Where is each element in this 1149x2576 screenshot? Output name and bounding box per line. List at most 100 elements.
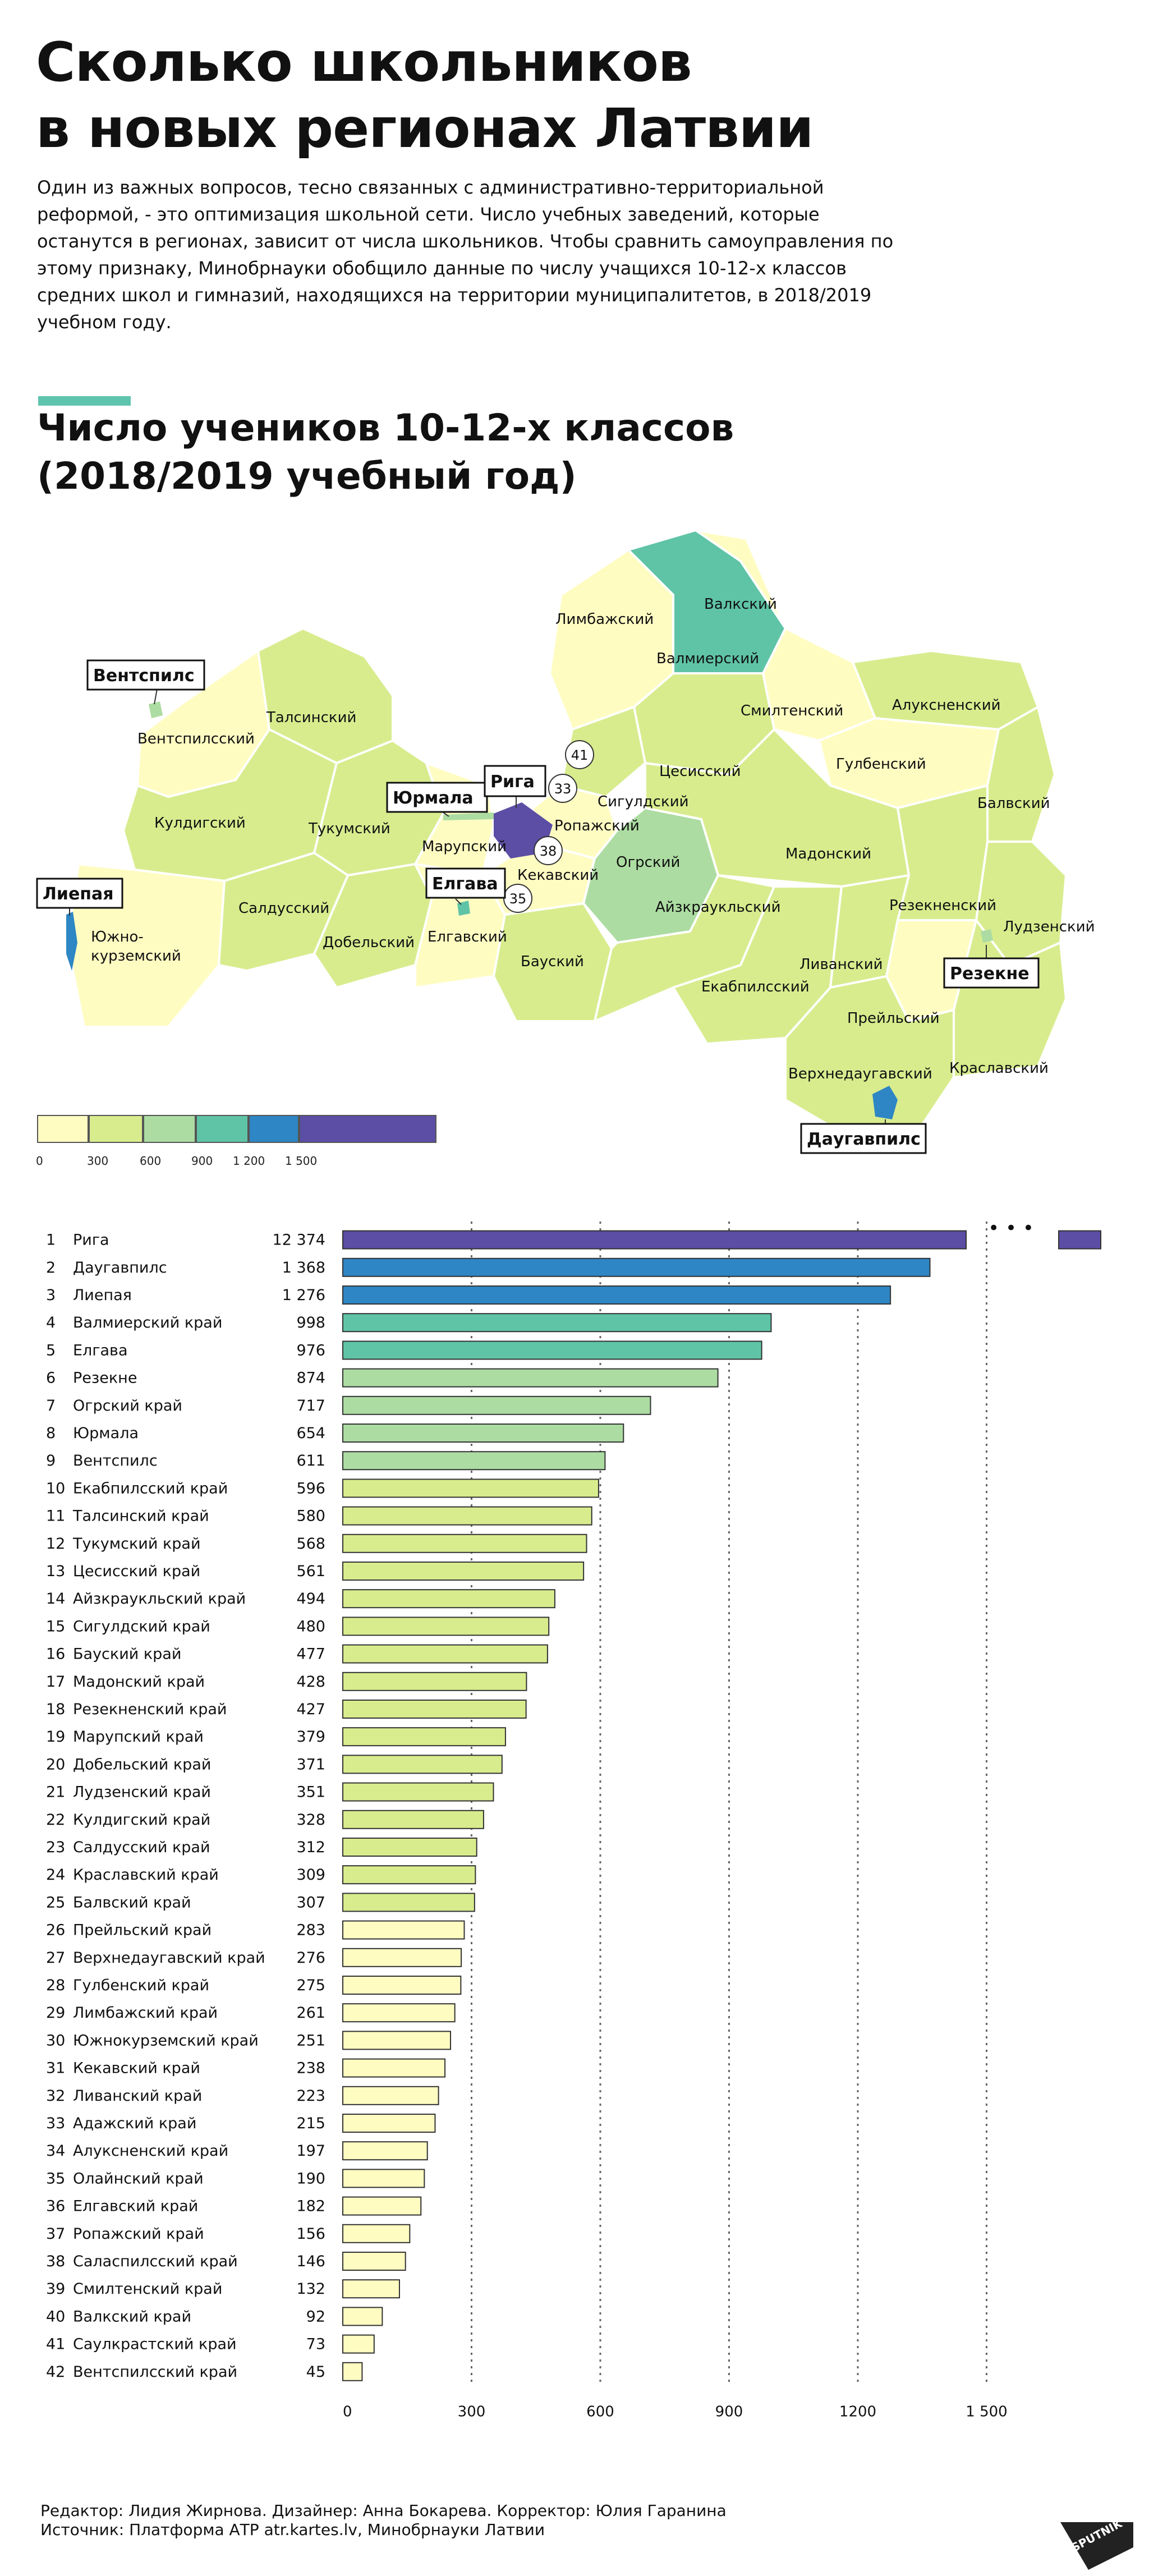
- bar-row: 15 Сигулдский край 480: [46, 1617, 550, 1636]
- marker-41-label: 41: [571, 747, 589, 763]
- marker-33-label: 33: [554, 781, 572, 797]
- bar-rank: 1: [46, 1232, 56, 1249]
- bar-category-label: Салдусский край: [73, 1839, 210, 1856]
- legend-swatch-1500: [299, 1115, 436, 1143]
- bar-overflow-cap: [1058, 1230, 1101, 1250]
- label-bauska: Бауский: [521, 953, 584, 970]
- bar-row: 18 Резекненский край 427: [46, 1700, 527, 1719]
- bar-rank: 19: [46, 1728, 65, 1746]
- bar: [342, 2031, 452, 2050]
- label-sigulda: Сигулдский: [598, 793, 689, 810]
- label-marupe: Марупский: [422, 838, 507, 855]
- bar: [342, 2279, 400, 2299]
- bar-category-label: Южнокурземский край: [73, 2032, 259, 2049]
- bar: [342, 1948, 462, 1967]
- legend-swatch-0: [37, 1115, 89, 1143]
- bar-category-label: Елгава: [73, 1342, 128, 1359]
- label-rezekne-kr: Резекненский: [889, 897, 996, 914]
- bar-row: 24 Краславский край 309: [46, 1865, 476, 1885]
- callout-daugavpils: [800, 1123, 927, 1154]
- main-title: Сколько школьников в новых регионах Латв…: [36, 29, 1102, 162]
- legend-tick-1200: 1 200: [233, 1154, 265, 1168]
- bar-rank: 39: [46, 2280, 65, 2298]
- main-title-line2: в новых регионах Латвии: [36, 97, 814, 160]
- bar-value-label: 309: [296, 1866, 325, 1884]
- credits-line1: Редактор: Лидия Жирнова. Дизайнер: Анна …: [40, 2501, 727, 2520]
- bar-rank: 32: [46, 2087, 65, 2105]
- legend-tick-0: 0: [36, 1154, 43, 1168]
- label-madona: Мадонский: [785, 846, 871, 862]
- latvia-map: Лимбажский Валкский Валмиерский Вентспил…: [36, 529, 1095, 1154]
- bar-category-label: Марупский край: [73, 1728, 204, 1746]
- bar: [342, 1727, 506, 1747]
- marker-41: [565, 740, 594, 769]
- bar-category-label: Лимбажский край: [73, 2004, 218, 2022]
- bar-row: 14 Айзкраукльский край 494: [46, 1589, 555, 1609]
- bar-rank: 9: [46, 1452, 56, 1470]
- bar: [342, 2141, 428, 2161]
- bar-rank: 5: [46, 1342, 56, 1359]
- bar: [342, 1617, 550, 1636]
- label-livani: Ливанский: [799, 956, 883, 973]
- bar-rank: 31: [46, 2060, 65, 2077]
- bar-category-label: Тукумский край: [72, 1535, 201, 1553]
- label-ventspils-kr: Вентспилсский: [137, 731, 255, 747]
- bar-category-label: Саулкрастский край: [73, 2336, 237, 2353]
- bar: [342, 1920, 465, 1940]
- bar: [342, 1700, 527, 1719]
- bar-value-label: 371: [296, 1756, 325, 1773]
- bar-value-label: 1 276: [282, 1287, 325, 1304]
- bar-rank: 8: [46, 1425, 56, 1442]
- bar-value-label: 1 368: [282, 1259, 325, 1276]
- bar-rank: 4: [46, 1314, 56, 1331]
- bar-category-label: Добельский край: [73, 1756, 211, 1773]
- bar-rank: 7: [46, 1397, 56, 1415]
- label-talsi: Талсинский: [266, 709, 356, 726]
- bar-category-label: Юрмала: [73, 1425, 139, 1442]
- bar-row: 11 Талсинский край 580: [46, 1506, 592, 1526]
- bar-category-label: Огрский край: [73, 1397, 182, 1415]
- bar: [342, 1506, 592, 1526]
- bar-rank: 15: [46, 1618, 65, 1635]
- label-ludza: Лудзенский: [1003, 919, 1095, 935]
- bar-category-label: Даугавпилс: [73, 1259, 167, 1276]
- bar: [342, 2169, 425, 2188]
- label-smiltene: Смилтенский: [741, 702, 843, 719]
- city-liepaja: [66, 912, 77, 971]
- label-aizkraukle: Айзкраукльский: [655, 899, 780, 916]
- legend-swatch-1200: [249, 1115, 299, 1143]
- bar-row: 42 Вентспилсский край 45: [46, 2362, 363, 2381]
- credits: Редактор: Лидия Жирнова. Дизайнер: Анна …: [40, 2501, 727, 2540]
- bar-rank: 21: [46, 1784, 65, 1801]
- bar-value-label: 312: [296, 1839, 325, 1856]
- label-valka: Валкский: [704, 596, 777, 613]
- label-limbazi: Лимбажский: [555, 611, 654, 628]
- callout-rezekne-label: Резекне: [950, 964, 1029, 984]
- bar-row: 5 Елгава 976: [46, 1340, 762, 1360]
- bar-category-label: Ропажский край: [73, 2225, 204, 2243]
- grid-lines: [471, 1222, 987, 2386]
- bar-value-label: 477: [296, 1646, 325, 1663]
- bar: [342, 1810, 484, 1829]
- legend-tick-900: 900: [191, 1154, 213, 1168]
- bar-row: 25 Балвский край 307: [46, 1893, 475, 1912]
- bar-value-label: 351: [296, 1784, 325, 1801]
- callout-liepaja-label: Лиепая: [43, 884, 114, 904]
- bar-rank: 25: [46, 1894, 65, 1911]
- bar-category-label: Резекненский край: [73, 1701, 227, 1718]
- bar: [342, 1424, 624, 1443]
- bar-value-label: 190: [296, 2170, 325, 2187]
- bar: [342, 1644, 548, 1664]
- bar-category-label: Талсинский край: [72, 1508, 209, 1525]
- bar: [342, 1838, 477, 1857]
- callout-riga: [484, 765, 546, 797]
- label-preili: Прейльский: [847, 1010, 940, 1027]
- bar-value-label: 494: [296, 1590, 325, 1608]
- bar: [342, 1672, 527, 1691]
- bar-row: 9 Вентспилс 611: [46, 1451, 606, 1471]
- bar: [342, 2058, 446, 2078]
- callout-jelgava: [425, 867, 506, 899]
- bar: [342, 2086, 439, 2105]
- label-kuldiga: Кулдигский: [154, 815, 246, 832]
